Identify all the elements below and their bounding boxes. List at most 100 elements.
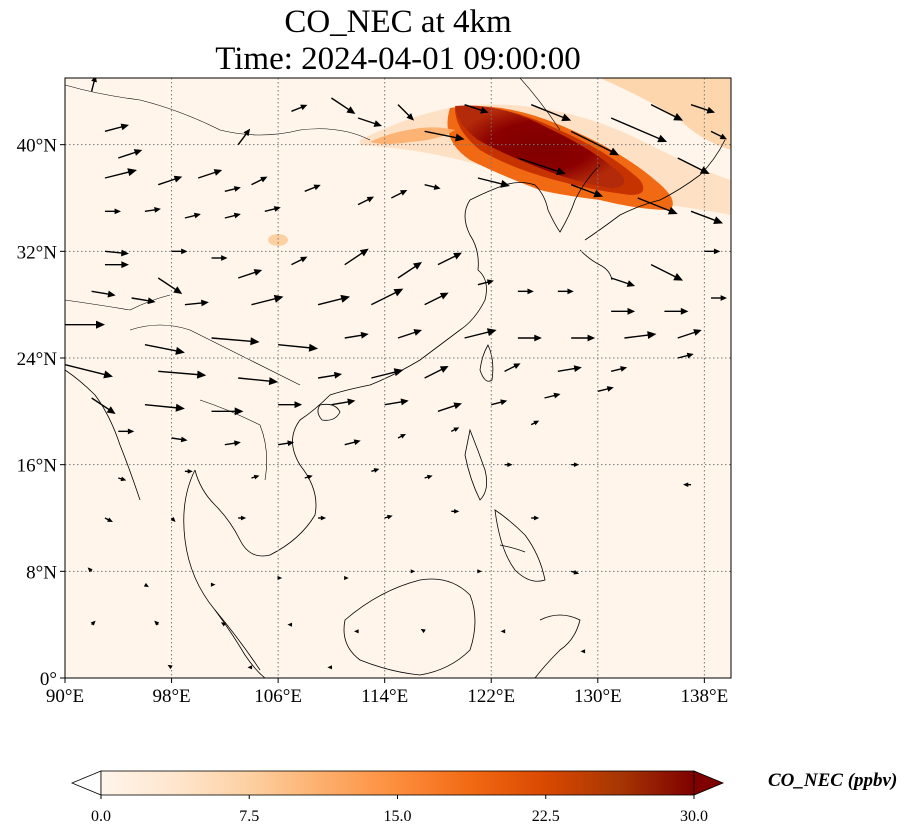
colorbar-tick-label-1: 7.5 (239, 808, 259, 825)
wind-vector-15 (464, 104, 489, 114)
wind-vector-14 (424, 130, 465, 142)
wind-vector-39 (104, 261, 129, 269)
colorbar-tick-label-0: 0.0 (91, 808, 111, 825)
wind-vector-72 (677, 329, 702, 339)
wind-vector-51 (704, 248, 721, 255)
wind-vector-11 (331, 97, 356, 114)
wind-vector-57 (371, 288, 404, 306)
wind-vector-67 (397, 329, 422, 339)
wind-vector-30 (184, 212, 201, 219)
wind-vector-120 (210, 582, 216, 587)
wind-vector-21 (710, 130, 728, 140)
wind-vector-92 (597, 386, 614, 393)
haze-spot-central (268, 234, 288, 246)
wind-vector-73 (65, 363, 113, 379)
wind-vector-66 (344, 331, 369, 339)
wind-vector-68 (464, 328, 497, 339)
wind-vector-38 (104, 249, 129, 257)
wind-vector-27 (690, 210, 724, 224)
wind-vector-37 (211, 255, 228, 261)
gridlines (65, 78, 731, 678)
wind-vector-62 (65, 320, 105, 329)
wind-vector-94 (171, 436, 188, 443)
wind-vector-19 (650, 104, 684, 121)
wind-vector-61 (711, 295, 728, 301)
wind-vector-41 (237, 269, 263, 279)
colorbar-extend-low (70, 770, 102, 796)
wind-vector-103 (251, 474, 260, 480)
longitude-axis: 90°E 98°E 106°E 114°E 122°E 130°E 138°E (46, 678, 728, 707)
wind-vector-40 (157, 277, 183, 294)
wind-vector-96 (278, 440, 295, 447)
wind-vector-125 (90, 620, 96, 626)
wind-vector-6 (224, 186, 241, 193)
wind-vector-59 (611, 307, 636, 315)
wind-vector-121 (277, 575, 283, 581)
wind-vector-124 (477, 569, 482, 574)
wind-vector-33 (357, 196, 375, 206)
wind-vector-54 (184, 299, 209, 307)
colorbar: 0.0 7.5 15.0 22.5 30.0 (70, 770, 725, 825)
wind-vector-34 (391, 190, 408, 199)
wind-vector-78 (424, 366, 449, 379)
colorbar-tick-label-2: 15.0 (384, 808, 412, 825)
wind-vector-71 (624, 331, 657, 340)
wind-vector-75 (238, 377, 279, 386)
map-title-line-2: Time: 2024-04-01 09:00:00 (215, 41, 581, 77)
wind-vector-1 (104, 123, 129, 133)
wind-vector-123 (410, 569, 416, 574)
wind-vector-108 (571, 462, 580, 468)
wind-vector-18 (610, 117, 668, 143)
wind-vector-122 (344, 575, 349, 581)
wind-vector-28 (104, 208, 121, 215)
colorbar-tick-label-3: 22.5 (532, 808, 560, 825)
wind-vector-9 (237, 128, 251, 146)
wind-vector-89 (437, 402, 462, 412)
wind-vector-83 (91, 397, 116, 414)
wind-vector-29 (144, 207, 161, 213)
haze-northeast (600, 78, 731, 150)
lon-tick-label-4: 122°E (467, 686, 515, 707)
wind-vector-130 (420, 628, 426, 634)
lat-tick-label-5: 40°N (17, 136, 58, 157)
wind-vector-116 (531, 515, 540, 521)
lon-tick-label-3: 114°E (361, 686, 408, 707)
wind-vector-69 (517, 334, 542, 342)
wind-vector-118 (87, 567, 93, 573)
wind-vector-17 (570, 130, 620, 156)
wind-vector-107 (504, 462, 513, 468)
wind-vector-65 (278, 343, 319, 352)
wind-vector-23 (517, 157, 566, 175)
colorbar-label: CO_NEC (ppbv) (768, 770, 898, 791)
wind-vector-36 (171, 248, 188, 255)
wind-vector-128 (287, 622, 293, 627)
wind-vector-70 (571, 334, 596, 342)
wind-vector-4 (158, 175, 183, 186)
concentration-field (65, 78, 731, 678)
wind-vector-32 (264, 206, 281, 213)
wind-vector-101 (118, 476, 127, 482)
wind-vector-95 (224, 440, 241, 447)
wind-vector-104 (304, 474, 313, 480)
wind-vector-91 (544, 392, 561, 399)
lat-tick-label-2: 16°N (17, 456, 58, 477)
wind-vector-5 (197, 169, 223, 179)
wind-vector-77 (371, 368, 404, 379)
lat-tick-label-3: 24°N (17, 349, 58, 370)
wind-vector-93 (118, 428, 135, 435)
wind-vector-129 (354, 629, 359, 634)
wind-vector-105 (371, 468, 380, 473)
wind-vector-12 (357, 117, 383, 127)
wind-vector-43 (344, 248, 369, 266)
wind-vector-74 (158, 370, 207, 379)
wind-vector-132 (580, 649, 586, 654)
wind-vector-22 (677, 157, 710, 174)
wind-vector-44 (397, 262, 422, 279)
lat-tick-label-4: 32°N (17, 242, 58, 263)
wind-vector-46 (477, 279, 494, 286)
wind-vector-112 (238, 515, 247, 521)
wind-vector-115 (451, 508, 460, 514)
wind-vector-3 (104, 168, 137, 179)
wind-vector-117 (570, 569, 580, 575)
wind-vector-113 (318, 515, 327, 521)
